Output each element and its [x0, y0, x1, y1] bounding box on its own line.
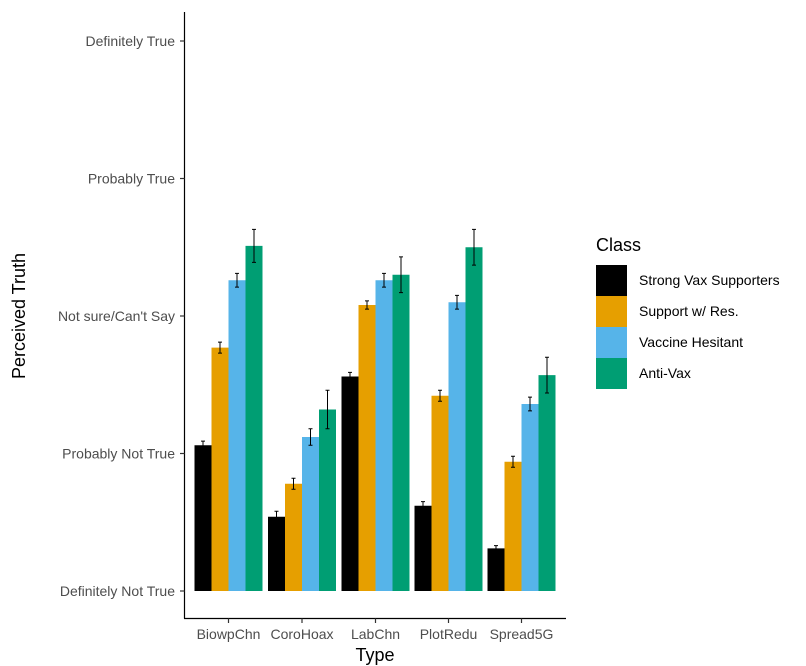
error-bar-PlotRedu-0	[421, 501, 425, 511]
y-tick-label: Probably Not True	[62, 446, 175, 462]
error-bar-BiowpChn-2	[235, 272, 239, 288]
error-bars-layer	[201, 228, 549, 552]
error-bar-BiowpChn-1	[218, 341, 222, 354]
x-tick-label: Spread5G	[490, 626, 554, 642]
legend-swatch	[596, 296, 627, 327]
bar-LabChn-0	[341, 376, 359, 591]
legend-swatch	[596, 327, 627, 358]
bar-Spread5G-2	[521, 404, 539, 591]
bar-PlotRedu-1	[431, 395, 449, 591]
bar-LabChn-3	[392, 274, 410, 591]
bar-BiowpChn-3	[245, 245, 263, 591]
bars-layer	[194, 245, 556, 591]
bar-CoroHoax-1	[285, 483, 302, 591]
error-bar-Spread5G-3	[545, 356, 549, 394]
error-bar-LabChn-2	[382, 272, 386, 288]
x-tick-label: LabChn	[351, 626, 400, 642]
x-tick-label: CoroHoax	[270, 626, 333, 642]
y-tick-label: Definitely Not True	[60, 583, 175, 599]
bar-LabChn-1	[358, 305, 376, 591]
bar-CoroHoax-2	[302, 437, 319, 591]
bar-BiowpChn-0	[194, 445, 212, 591]
legend-label: Vaccine Hesitant	[639, 334, 743, 350]
x-tick-label: PlotRedu	[420, 626, 478, 642]
legend-title: Class	[596, 235, 641, 255]
y-tick-label: Not sure/Can't Say	[58, 308, 175, 324]
legend-swatch	[596, 265, 627, 296]
y-axis-title: Perceived Truth	[9, 253, 29, 379]
error-bar-Spread5G-0	[494, 545, 498, 552]
legend-label: Strong Vax Supporters	[639, 272, 780, 288]
error-bar-LabChn-1	[365, 300, 369, 310]
bar-Spread5G-1	[504, 461, 522, 591]
legend: Class Strong Vax Supporters Support w/ Re…	[596, 235, 780, 389]
bar-LabChn-2	[375, 280, 393, 591]
bar-CoroHoax-3	[319, 409, 336, 591]
error-bar-CoroHoax-1	[291, 477, 296, 490]
x-axis-title: Type	[355, 645, 394, 665]
bar-PlotRedu-2	[448, 302, 466, 591]
legend-label: Support w/ Res.	[639, 303, 739, 319]
error-bar-LabChn-3	[399, 256, 403, 294]
y-tick-label: Probably True	[88, 171, 175, 187]
y-ticks: Definitely Not True Probably Not True Not …	[58, 33, 185, 599]
error-bar-Spread5G-1	[511, 455, 515, 468]
y-tick-label: Definitely True	[86, 33, 176, 49]
error-bar-BiowpChn-0	[201, 440, 205, 450]
legend-label: Anti-Vax	[639, 365, 691, 381]
error-bar-CoroHoax-0	[274, 510, 279, 523]
legend-swatch	[596, 358, 627, 389]
error-bar-PlotRedu-2	[455, 294, 459, 310]
bar-CoroHoax-0	[268, 516, 285, 591]
error-bar-CoroHoax-2	[308, 428, 313, 446]
x-tick-label: BiowpChn	[197, 626, 261, 642]
bar-BiowpChn-2	[228, 280, 246, 591]
error-bar-PlotRedu-3	[472, 228, 476, 266]
error-bar-Spread5G-2	[528, 396, 532, 412]
bar-BiowpChn-1	[211, 347, 229, 591]
error-bar-BiowpChn-3	[252, 228, 256, 263]
error-bar-LabChn-0	[348, 371, 352, 382]
bar-Spread5G-3	[538, 375, 556, 591]
x-ticks: BiowpChn CoroHoax LabChn PlotRedu Spread5G	[197, 618, 554, 642]
bar-PlotRedu-3	[465, 247, 483, 591]
bar-PlotRedu-0	[414, 505, 432, 591]
error-bar-PlotRedu-1	[438, 389, 442, 402]
error-bar-CoroHoax-3	[325, 389, 330, 430]
bar-Spread5G-0	[487, 548, 505, 591]
